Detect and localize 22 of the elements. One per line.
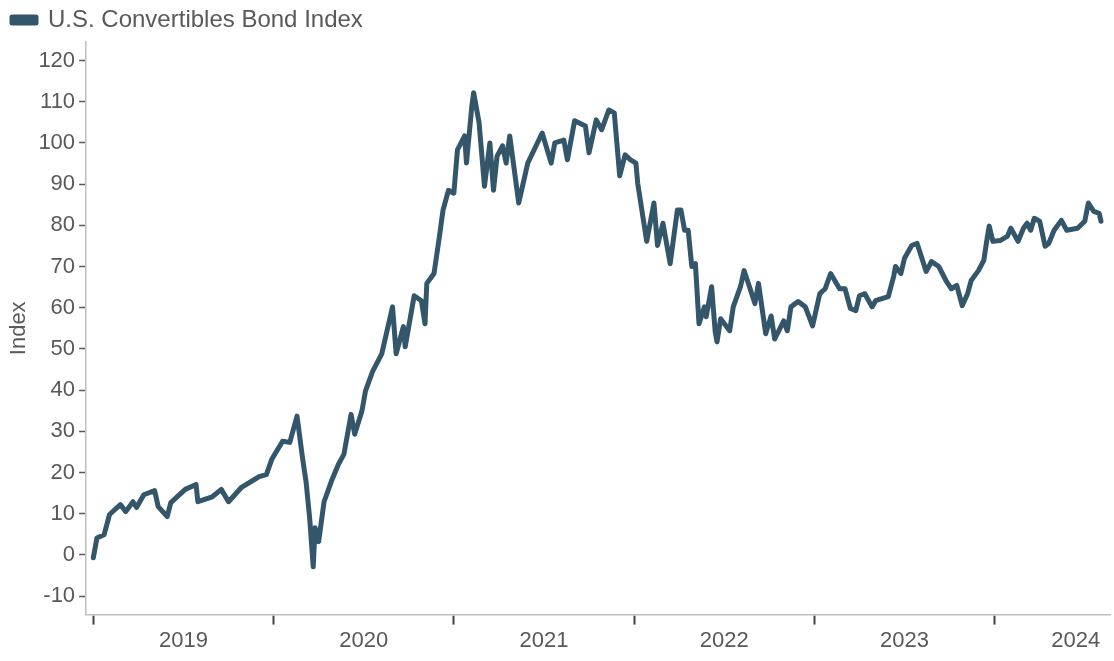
- x-tick-label: 2020: [339, 626, 389, 652]
- y-tick-label: 110: [40, 87, 76, 113]
- y-tick-label: 20: [50, 458, 76, 484]
- y-tick-label: 90: [50, 170, 76, 196]
- x-tick-label: 2019: [158, 626, 208, 652]
- y-tick-label: 120: [38, 46, 76, 72]
- y-tick-label: 70: [50, 252, 76, 278]
- y-tick-label: 60: [50, 293, 76, 319]
- y-tick-label: 80: [50, 211, 76, 237]
- x-tick-label: 2022: [699, 626, 749, 652]
- y-tick-label: -10: [43, 582, 76, 608]
- y-axis-title: Index: [5, 301, 31, 356]
- y-tick-label: 30: [50, 417, 76, 443]
- x-tick-label: 2021: [519, 626, 569, 652]
- x-tick-label: 2023: [880, 626, 929, 652]
- y-tick-label: 100: [38, 128, 76, 154]
- y-tick-label: 40: [50, 376, 76, 402]
- y-tick-label: 50: [50, 334, 76, 360]
- legend-label: U.S. Convertibles Bond Index: [48, 4, 363, 32]
- x-tick-label: 2024: [1051, 626, 1101, 652]
- y-tick-label: 0: [62, 540, 76, 566]
- y-tick-label: 10: [50, 499, 76, 525]
